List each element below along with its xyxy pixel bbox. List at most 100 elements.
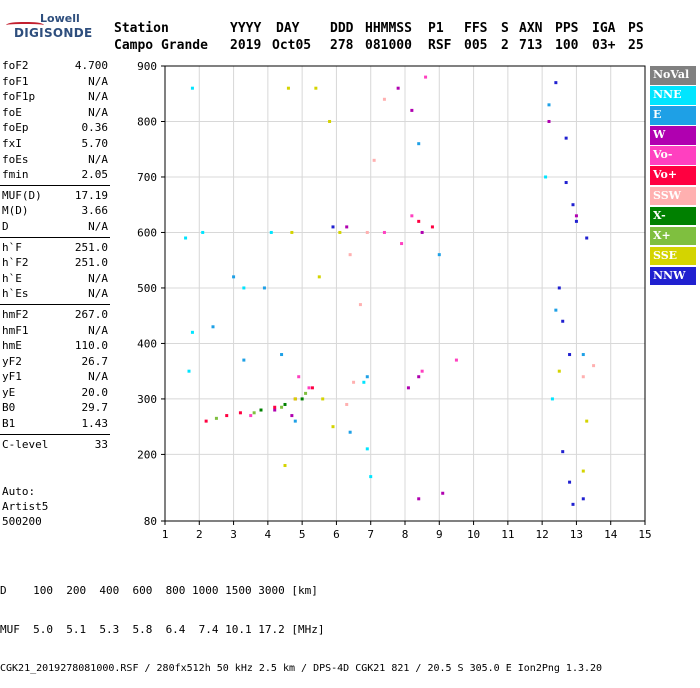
param-label: foEp: [2, 121, 29, 135]
x-tick-label: 1: [162, 528, 169, 541]
param-label: foF1p: [2, 90, 36, 104]
param-value: 4.700: [74, 59, 108, 72]
legend-item-vo-: Vo+: [650, 166, 696, 185]
y-tick-label: 700: [137, 171, 157, 184]
param-value: N/A: [88, 105, 108, 119]
param-row: fxI 5.70: [0, 136, 110, 152]
data-point-e: [547, 103, 551, 107]
data-point-nne: [201, 230, 205, 234]
data-point-vo-: [410, 214, 414, 218]
param-value: N/A: [88, 152, 108, 166]
data-point-vo-: [310, 386, 314, 390]
logo-text-digisonde: DIGISONDE: [14, 26, 93, 40]
data-point-ssw: [348, 253, 352, 257]
data-point-x-: [259, 408, 263, 412]
param-label: h`Es: [2, 287, 29, 301]
param-row: h`E N/A: [0, 271, 110, 287]
legend-item-e: E: [650, 106, 696, 125]
data-point-vo-: [204, 419, 208, 423]
param-row: hmF2 267.0: [0, 307, 110, 323]
data-point-ssw: [592, 364, 596, 368]
param-row: fmin 2.05: [0, 167, 110, 183]
param-value: 251.0: [74, 256, 108, 270]
data-point-w: [574, 214, 578, 218]
param-row: h`F2 251.0: [0, 255, 110, 271]
data-point-vo-: [307, 386, 311, 390]
param-label: hmF2: [2, 307, 29, 321]
data-point-w: [290, 414, 294, 418]
y-tick-label: 600: [137, 226, 157, 239]
polarization-legend: NoVal NNE E W Vo- Vo+ SSW X- X+ SSE NNW: [650, 66, 696, 287]
x-tick-label: 12: [536, 528, 549, 541]
header-label-hhmmss: HHMMSS: [365, 21, 412, 36]
param-value: 20.0: [81, 385, 109, 399]
data-point-x-: [214, 416, 218, 420]
header-label-station: Station: [114, 21, 169, 36]
legend-item-nne: NNE: [650, 86, 696, 105]
header-value-year: 2019: [230, 38, 262, 53]
data-point-vo-: [273, 405, 277, 409]
y-tick-label: 900: [137, 60, 157, 73]
header-label-year: YYYY: [230, 21, 262, 36]
data-point-nnw: [574, 219, 578, 223]
param-label: h`F: [2, 240, 22, 254]
param-separator: [0, 184, 110, 186]
data-point-nnw: [561, 319, 565, 323]
data-point-w: [273, 408, 277, 412]
y-tick-label: 200: [137, 448, 157, 461]
param-label: h`E: [2, 271, 22, 285]
auto-label: Auto:: [2, 485, 36, 498]
header-value-station: Campo Grande: [114, 38, 208, 53]
param-label: h`F2: [2, 256, 29, 270]
x-tick-label: 5: [299, 528, 306, 541]
data-point-ssw: [358, 303, 362, 307]
param-value: 1.43: [81, 417, 109, 431]
data-point-sse: [331, 425, 335, 429]
logo-text-lowell: Lowell: [40, 12, 80, 25]
legend-item-sse: SSE: [650, 246, 696, 266]
param-separator: [0, 433, 110, 435]
legend-item-w: W: [650, 126, 696, 145]
footer-distance-row: D 100 200 400 600 800 1000 1500 3000 [km…: [0, 584, 318, 597]
x-tick-label: 15: [638, 528, 651, 541]
y-tick-label: 800: [137, 115, 157, 128]
data-point-vo-: [225, 414, 229, 418]
param-label: foF1: [2, 74, 29, 88]
y-tick-label: 400: [137, 337, 157, 350]
data-point-vo-: [420, 369, 424, 373]
data-point-e: [417, 142, 421, 146]
autoscaling-info: Auto: Artist5 500200: [2, 484, 48, 529]
data-point-sse: [283, 464, 287, 468]
header-label-p1: P1: [428, 21, 444, 36]
data-point-x-: [300, 397, 304, 401]
data-point-nne: [544, 175, 548, 179]
data-point-e: [365, 375, 369, 379]
header-label-ffs: FFS: [464, 21, 488, 36]
param-value: 267.0: [74, 307, 108, 321]
header-value-pps: 100: [555, 38, 579, 53]
data-point-sse: [317, 275, 321, 279]
param-label: B0: [2, 401, 16, 415]
param-row: hmF1 N/A: [0, 323, 110, 339]
header-value-ps: 25: [628, 38, 644, 53]
x-tick-label: 11: [501, 528, 514, 541]
data-point-nnw: [554, 81, 558, 85]
header-label-ddd: DDD: [330, 21, 354, 36]
param-value: N/A: [88, 74, 108, 88]
data-point-e: [262, 286, 266, 290]
data-point-e: [293, 419, 297, 423]
header-value-axn: 713: [519, 38, 543, 53]
data-point-sse: [293, 397, 297, 401]
x-tick-label: 13: [570, 528, 583, 541]
data-point-w: [417, 375, 421, 379]
param-label: foE: [2, 105, 22, 119]
data-point-nnw: [571, 502, 575, 506]
param-label: C-level: [2, 437, 49, 451]
data-point-vo-: [297, 375, 301, 379]
x-tick-label: 2: [196, 528, 203, 541]
data-point-ssw: [372, 158, 376, 162]
param-row: foE N/A: [0, 105, 110, 121]
data-point-w: [396, 86, 400, 90]
param-row: M(D) 3.66: [0, 203, 110, 219]
auto-artist: Artist5: [2, 500, 49, 513]
